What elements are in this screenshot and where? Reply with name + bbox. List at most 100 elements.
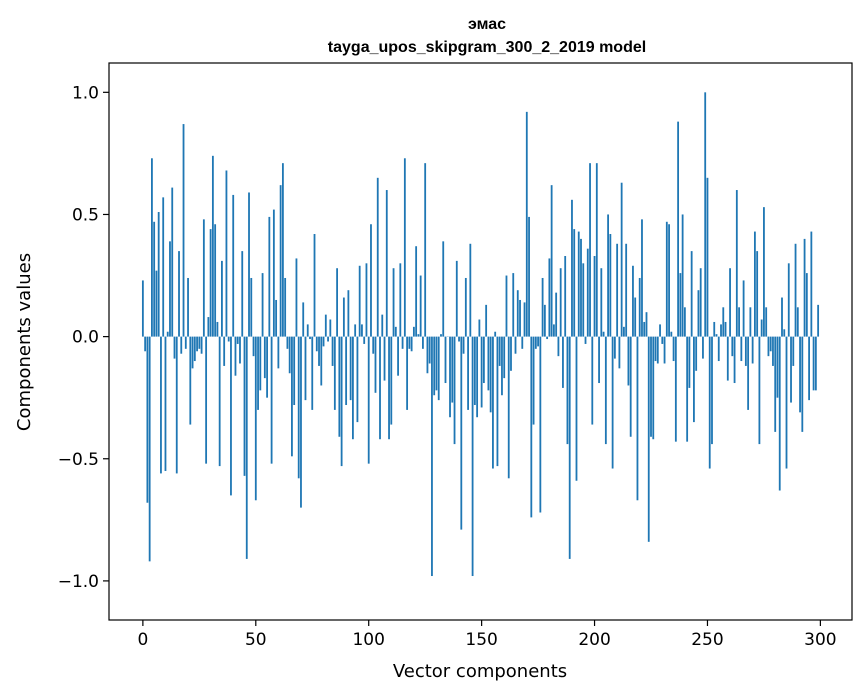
bar bbox=[300, 336, 302, 508]
bar bbox=[207, 317, 210, 337]
bar bbox=[449, 336, 451, 418]
bar bbox=[487, 336, 490, 391]
bar bbox=[731, 336, 734, 357]
bar bbox=[627, 336, 630, 386]
bar bbox=[595, 163, 598, 337]
bar bbox=[817, 304, 820, 337]
bar bbox=[498, 336, 501, 366]
bar bbox=[257, 336, 259, 410]
bar bbox=[656, 336, 659, 364]
bar bbox=[562, 336, 564, 388]
bar bbox=[406, 336, 409, 410]
bar bbox=[397, 336, 399, 376]
bar bbox=[478, 319, 481, 337]
bar bbox=[772, 336, 774, 366]
bar bbox=[600, 268, 603, 337]
bar bbox=[342, 297, 345, 337]
bar bbox=[636, 336, 639, 501]
bar bbox=[593, 256, 596, 337]
bar bbox=[261, 273, 264, 337]
bar bbox=[769, 336, 772, 352]
bar bbox=[302, 302, 305, 337]
bar bbox=[365, 263, 368, 337]
bar bbox=[609, 234, 612, 337]
bar bbox=[623, 326, 625, 337]
x-axis-label: Vector components bbox=[393, 661, 567, 682]
bar bbox=[352, 336, 354, 440]
bar bbox=[613, 336, 616, 359]
bar bbox=[516, 290, 519, 337]
bar bbox=[467, 336, 469, 410]
bar bbox=[196, 336, 198, 352]
bar bbox=[575, 336, 578, 481]
bar bbox=[704, 92, 707, 337]
bar bbox=[620, 182, 623, 337]
bar bbox=[643, 321, 646, 337]
bar bbox=[367, 336, 370, 464]
bar bbox=[293, 336, 296, 406]
bar bbox=[372, 336, 375, 354]
bar bbox=[751, 336, 754, 364]
bar bbox=[164, 336, 167, 471]
bar bbox=[284, 277, 287, 337]
bar bbox=[512, 273, 515, 337]
bar bbox=[155, 270, 158, 337]
bar bbox=[363, 336, 366, 344]
bar bbox=[674, 336, 677, 442]
bar bbox=[647, 336, 650, 542]
bar bbox=[679, 273, 682, 337]
bar bbox=[591, 336, 594, 425]
bar bbox=[532, 336, 535, 425]
bar bbox=[774, 336, 777, 432]
bar bbox=[652, 336, 655, 440]
bar bbox=[740, 336, 743, 362]
bar bbox=[801, 336, 804, 432]
bar bbox=[399, 263, 402, 337]
bar bbox=[796, 307, 799, 337]
bar bbox=[708, 336, 711, 469]
bar bbox=[281, 163, 284, 337]
bar bbox=[304, 336, 307, 401]
bar bbox=[374, 336, 377, 393]
bar bbox=[607, 214, 609, 337]
bar bbox=[236, 336, 239, 344]
bar bbox=[214, 224, 217, 337]
bar bbox=[345, 336, 348, 406]
bar bbox=[221, 260, 223, 337]
bar bbox=[295, 258, 298, 337]
bar bbox=[787, 263, 790, 337]
bar bbox=[232, 194, 235, 337]
bar bbox=[464, 277, 467, 337]
bar bbox=[548, 258, 551, 337]
bar bbox=[390, 336, 393, 425]
bar bbox=[241, 251, 244, 337]
bar bbox=[726, 336, 729, 381]
x-tick-label: 250 bbox=[691, 630, 723, 650]
bar bbox=[392, 268, 395, 337]
bar bbox=[415, 246, 418, 337]
bar bbox=[234, 336, 237, 376]
bar bbox=[458, 336, 460, 342]
bar bbox=[288, 336, 291, 374]
bar bbox=[148, 336, 151, 562]
bar bbox=[573, 229, 576, 337]
bar bbox=[702, 336, 704, 359]
bar bbox=[263, 336, 266, 379]
bar bbox=[160, 336, 162, 474]
bar bbox=[383, 336, 386, 381]
bar bbox=[329, 319, 332, 337]
bar bbox=[550, 185, 553, 337]
bar bbox=[198, 336, 201, 349]
bar bbox=[557, 336, 560, 357]
y-tick-label: 0.0 bbox=[72, 328, 99, 348]
bar bbox=[202, 219, 205, 337]
bar bbox=[376, 177, 379, 337]
y-tick-label: −1.0 bbox=[58, 572, 99, 592]
bar bbox=[749, 307, 752, 337]
bar bbox=[510, 336, 512, 371]
bar bbox=[243, 336, 246, 476]
bar bbox=[431, 336, 433, 577]
bar bbox=[503, 336, 506, 379]
bar bbox=[311, 336, 314, 410]
bar bbox=[546, 336, 549, 340]
